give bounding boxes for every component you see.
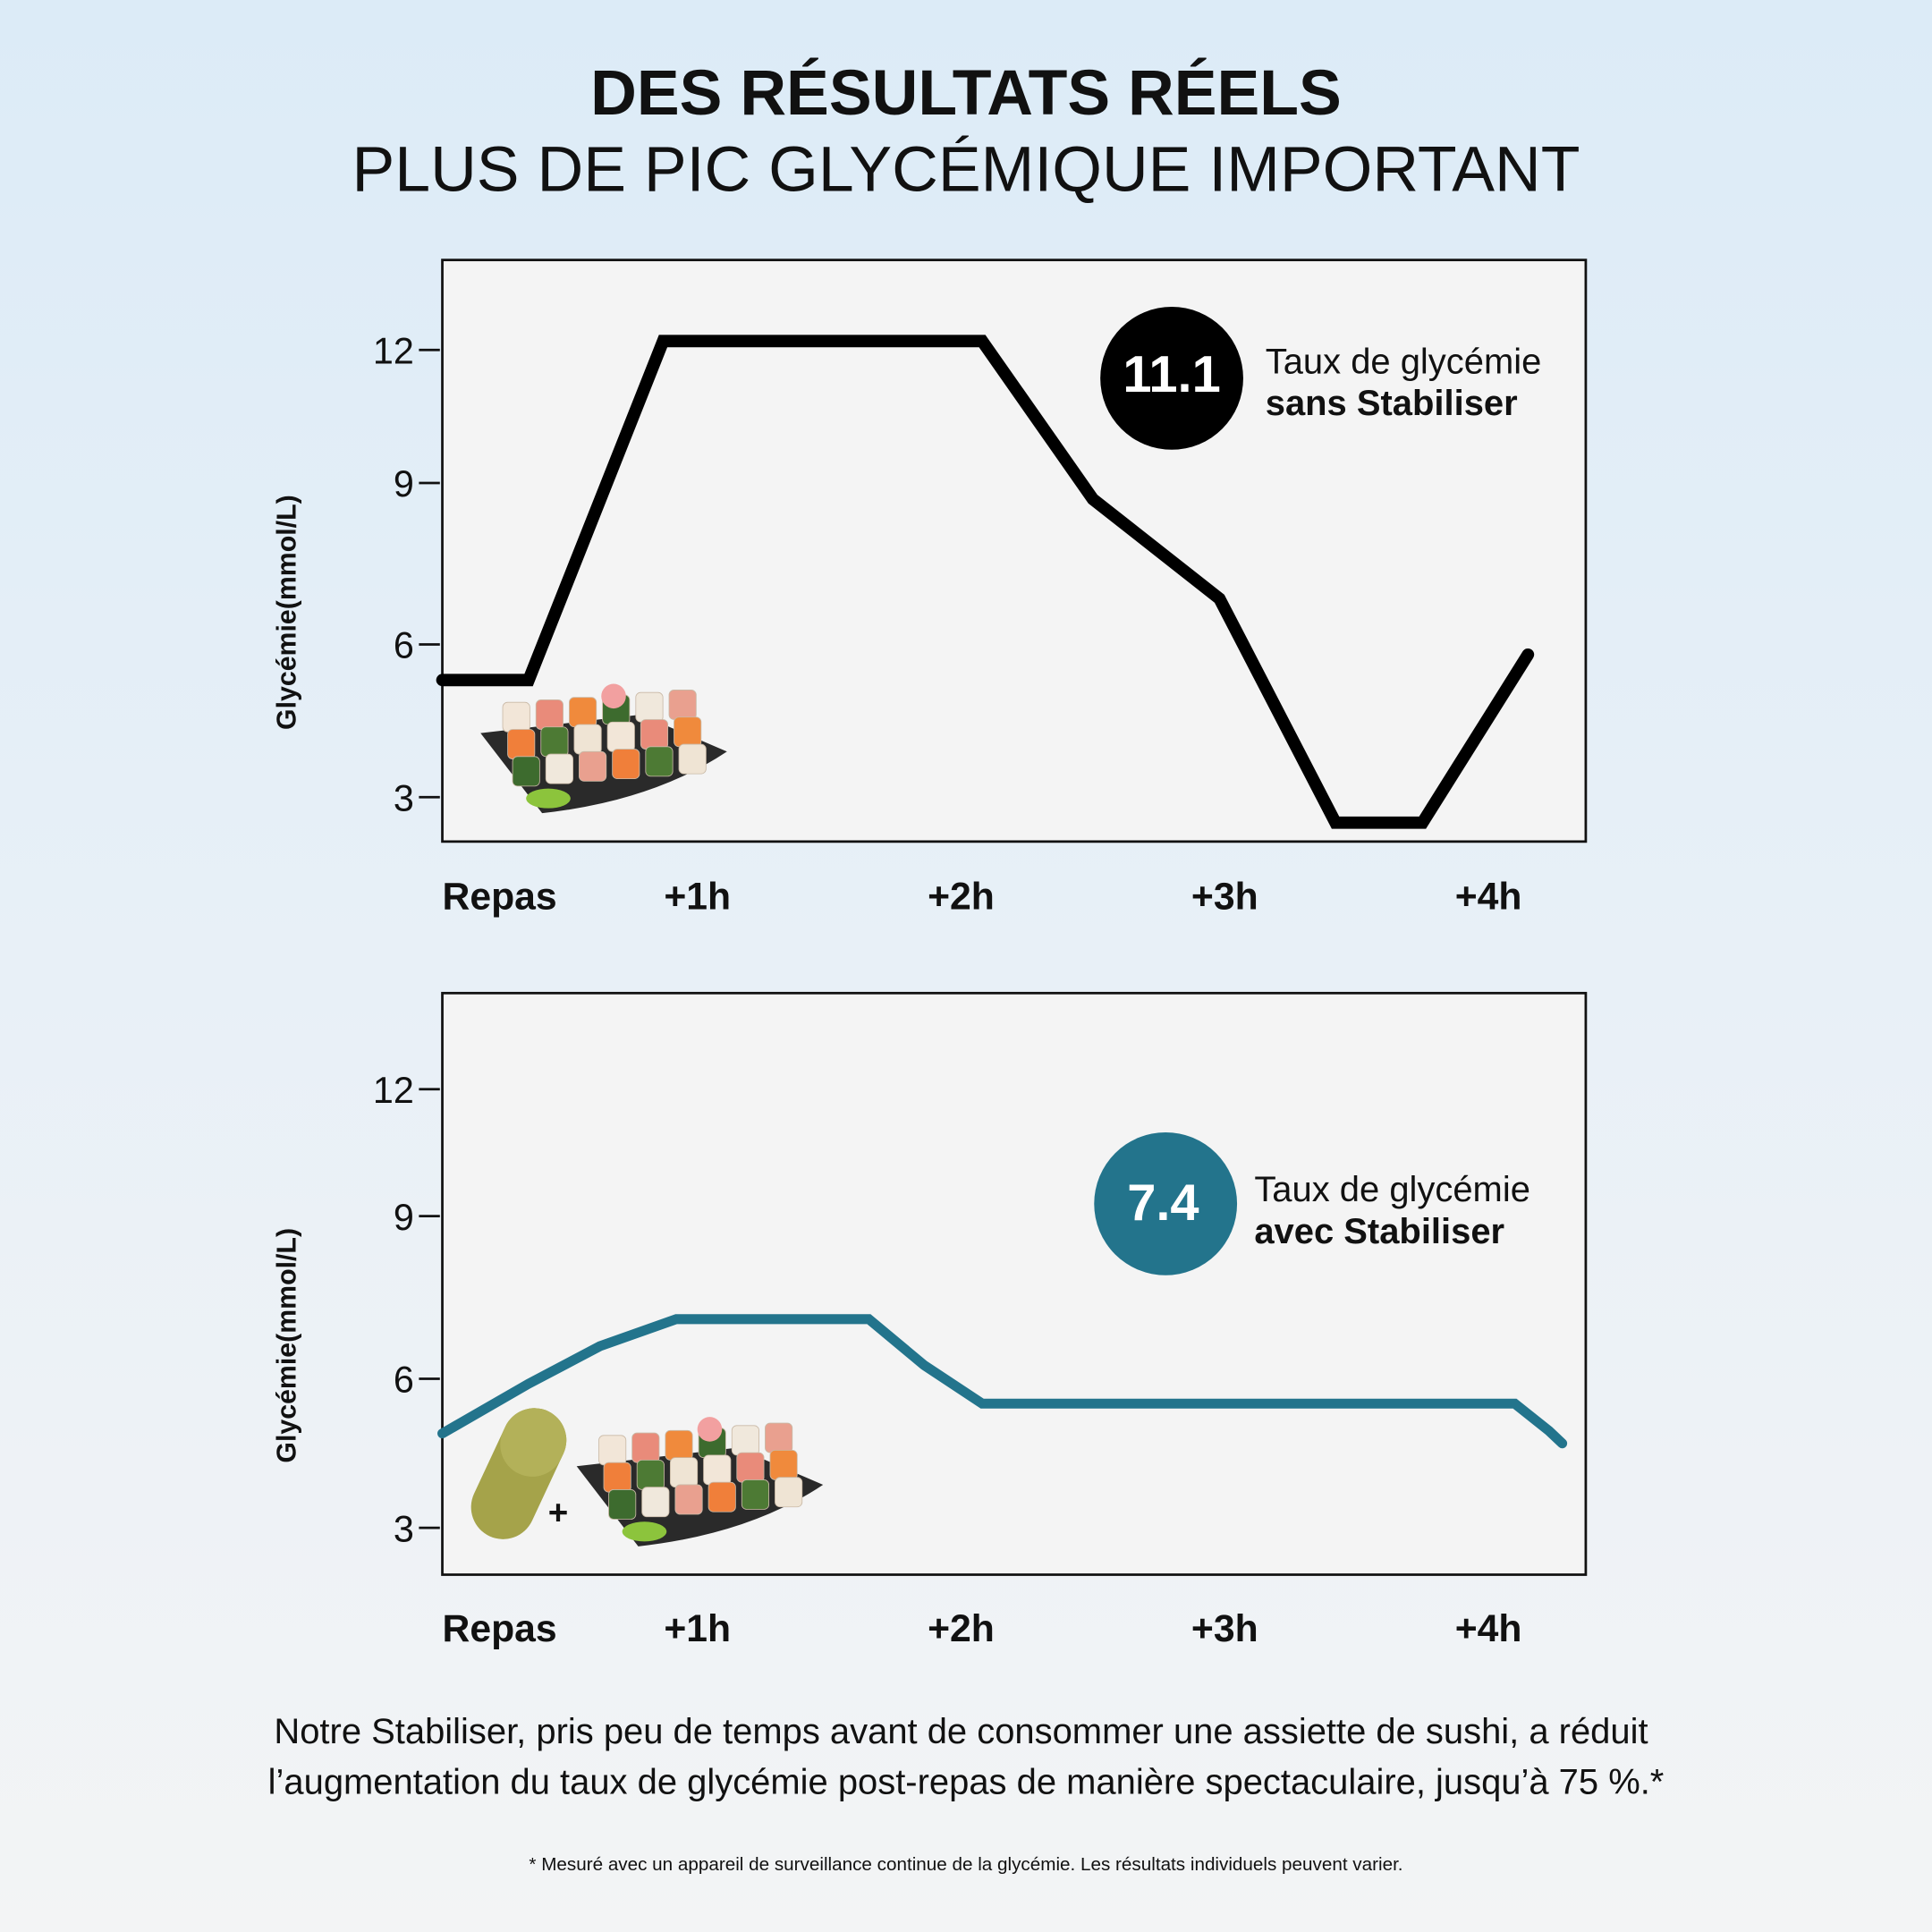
y-tick-label: 12 [373,1070,414,1111]
x-tick-label: Repas [443,876,557,919]
x-tick-label: +3h [1191,876,1258,919]
x-tick-label: +4h [1455,876,1522,919]
badge-label-line-1: Taux de glycémie [1254,1170,1530,1209]
y-tick-label: 12 [373,330,414,371]
x-ticks: Repas +1h +2h +3h +4h [443,876,1522,919]
badge-label-line-1: Taux de glycémie [1266,342,1542,381]
title-line-2: PLUS DE PIC GLYCÉMIQUE IMPORTANT [352,134,1580,206]
y-axis-label: Glycémie(mmol/L) [273,1228,302,1463]
x-tick-label: +2h [928,1607,995,1650]
badge-label-line-2: avec Stabiliser [1254,1212,1504,1251]
y-tick-label: 6 [394,625,414,666]
caption-line-1: Notre Stabiliser, pris peu de temps avan… [274,1712,1648,1751]
footnote: * Mesuré avec un appareil de surveillanc… [529,1854,1402,1875]
badge-value: 11.1 [1123,346,1220,403]
sushi-plate-illustration [576,1417,824,1546]
series [436,335,1535,829]
title-line-1: DES RÉSULTATS RÉELS [590,57,1342,129]
x-tick-label: +1h [664,1607,731,1650]
x-tick-label: +4h [1455,1607,1522,1650]
y-tick-label: 9 [394,1197,414,1238]
plus-sign: + [548,1494,569,1532]
y-tick-label: 3 [394,777,414,818]
badge-value: 7.4 [1127,1174,1199,1232]
series [437,1314,1568,1449]
chart-with-stabiliser: Glycémie(mmol/L) 12 9 6 3 Repas +1h +2h +3h +4h… [273,991,1588,1650]
capsule-illustration [470,1408,567,1539]
series-line [437,1314,1568,1449]
x-tick-label: +1h [664,876,731,919]
y-ticks: 12 9 6 3 [373,1070,440,1549]
y-tick-label: 6 [394,1360,414,1401]
badge-circle [1100,307,1243,450]
caption-line-2: l’augmentation du taux de glycémie post-… [268,1763,1665,1802]
badge-label-line-2: sans Stabiliser [1266,384,1518,423]
y-ticks: 12 9 6 3 [373,330,440,818]
x-tick-label: Repas [443,1607,557,1650]
chart-without-stabiliser: Glycémie(mmol/L) 12 9 6 3 Repas +1h +2h +3h +4h… [273,258,1588,919]
x-tick-label: +2h [928,876,995,919]
x-tick-label: +3h [1191,1607,1258,1650]
x-ticks: Repas +1h +2h +3h +4h [443,1607,1522,1650]
y-tick-label: 3 [394,1508,414,1549]
y-axis-label: Glycémie(mmol/L) [273,495,302,730]
y-tick-label: 9 [394,463,414,504]
badge-circle [1094,1131,1238,1275]
sushi-plate-illustration [480,683,727,814]
